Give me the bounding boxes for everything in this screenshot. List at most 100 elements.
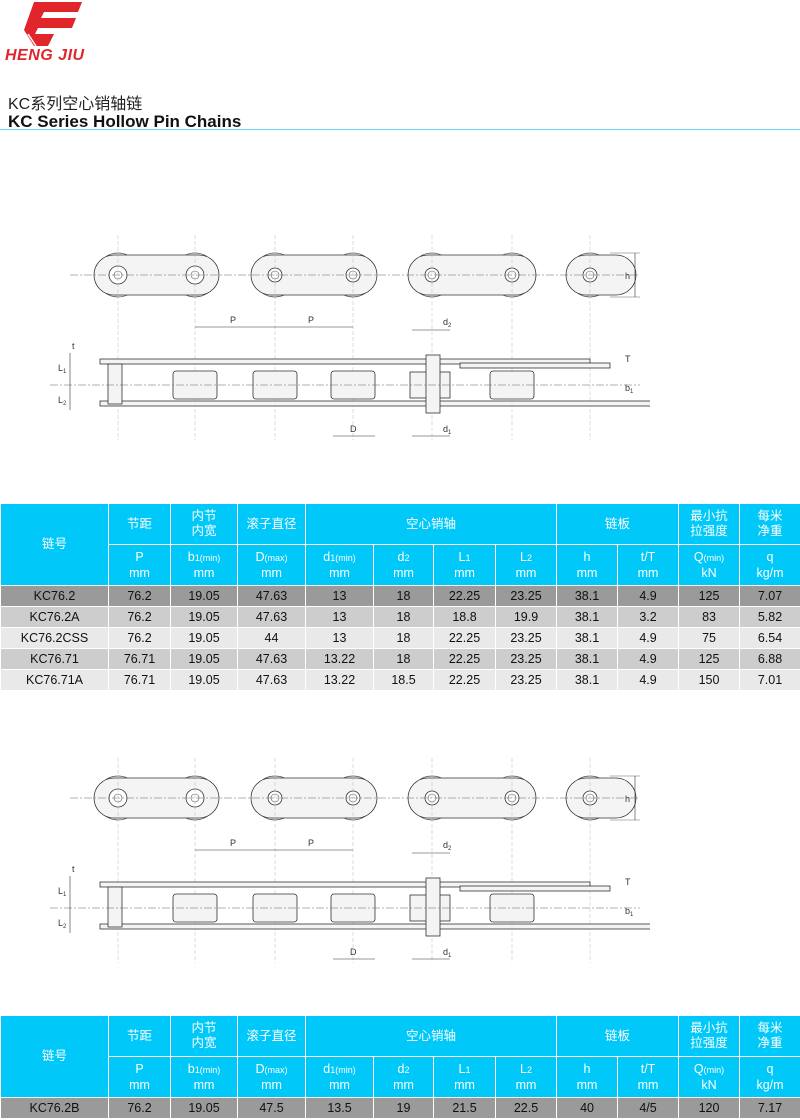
- header-symbol: d: [323, 1061, 331, 1076]
- header-note: (min): [703, 552, 725, 563]
- value-cell: 38.1: [556, 585, 619, 607]
- header-unit: L1 mm: [433, 1056, 496, 1098]
- header-unit-label: kg/m: [756, 565, 784, 580]
- header-symbol: Q: [693, 549, 704, 564]
- value-cell: 125: [678, 648, 741, 670]
- value-cell: 22.25: [433, 627, 496, 649]
- header-group: 链板: [556, 503, 680, 545]
- header-note: (max): [264, 552, 288, 563]
- table-row: KC76.71 76.71 19.05 47.63 13.22 18 22.25 23.25 3…: [0, 648, 800, 670]
- value-cell: 19.05: [170, 606, 238, 628]
- header-unit-label: mm: [129, 565, 150, 580]
- label-t: t: [72, 864, 75, 874]
- header-subscript: 1: [465, 552, 471, 563]
- value-cell: 18: [373, 585, 434, 607]
- header-unit-label: mm: [393, 565, 414, 580]
- header-unit-label: mm: [193, 565, 215, 580]
- value-cell: 83: [678, 606, 741, 628]
- hollow-pin-side: [425, 877, 441, 937]
- chain-model-cell: KC76.71: [0, 648, 109, 670]
- header-note: (min): [335, 1064, 356, 1075]
- value-cell: 4/5: [617, 1097, 680, 1119]
- label-d2: d2: [443, 317, 452, 329]
- outer-plate-top: [99, 358, 591, 365]
- header-unit: d1(min) mm: [305, 544, 374, 586]
- label-p: P: [230, 315, 236, 325]
- header-subscript: 2: [526, 552, 532, 563]
- label-l2: L2: [58, 395, 67, 407]
- header-symbol: h: [583, 549, 591, 564]
- header-group: 每米 净重: [739, 503, 800, 545]
- chain-drawing-2: h P Pt L1 L2 Tb1 Dd2 d1: [50, 758, 650, 963]
- value-cell: 5.82: [739, 606, 800, 628]
- header-subscript: 1: [330, 552, 336, 563]
- value-cell: 47.63: [237, 606, 306, 628]
- header-unit: L2 mm: [494, 1056, 558, 1098]
- value-cell: 13: [305, 627, 374, 649]
- label-d1: d1: [443, 424, 452, 436]
- label-l2: L2: [58, 918, 67, 930]
- header-unit: b1(min) mm: [170, 1056, 238, 1098]
- value-cell: 22.25: [433, 669, 496, 691]
- value-cell: 13.22: [305, 669, 374, 691]
- header-unit-label: kN: [701, 565, 717, 580]
- hollow-pin-side: [425, 354, 441, 414]
- header-unit-label: mm: [454, 1077, 475, 1092]
- value-cell: 13.5: [305, 1097, 374, 1119]
- header-subscript: 2: [404, 1064, 410, 1075]
- value-cell: 13.22: [305, 648, 374, 670]
- brand-name: HENG JIU: [5, 47, 85, 64]
- end-pin: [107, 886, 123, 928]
- value-cell: 19.05: [170, 627, 238, 649]
- value-cell: 22.25: [433, 648, 496, 670]
- outer-plate-bottom: [99, 400, 650, 407]
- header-symbol: D: [255, 549, 265, 564]
- value-cell: 18: [373, 606, 434, 628]
- value-cell: 38.1: [556, 669, 619, 691]
- header-unit-label: mm: [637, 565, 659, 580]
- header-symbol: b: [187, 549, 195, 564]
- header-symbol: t/T: [640, 1061, 656, 1076]
- value-cell: 38.1: [556, 648, 619, 670]
- header-unit-label: mm: [576, 565, 598, 580]
- label-d1: d1: [443, 947, 452, 959]
- header-unit: b1(min) mm: [170, 544, 238, 586]
- label-d: D: [350, 947, 357, 957]
- value-cell: 3.2: [617, 606, 680, 628]
- header-symbol: L: [458, 549, 466, 564]
- plate-top-right: [459, 362, 611, 369]
- value-cell: 6.88: [739, 648, 800, 670]
- header-unit: h mm: [556, 544, 619, 586]
- header-symbol: D: [255, 1061, 265, 1076]
- header-group: 滚子直径: [237, 1015, 306, 1057]
- label-h: h: [625, 271, 630, 281]
- table-row: KC76.2B 76.2 19.05 47.5 13.5 19 21.5 22.5 40 4/5 1…: [0, 1097, 800, 1119]
- end-pin: [107, 363, 123, 405]
- header-chain-no: 链号: [0, 503, 109, 586]
- header-unit: q kg/m: [739, 1056, 800, 1098]
- header-symbol: q: [766, 549, 774, 564]
- header-group: 节距: [108, 1015, 171, 1057]
- label-p: P: [308, 315, 314, 325]
- header-subscript: 2: [526, 1064, 532, 1075]
- header-symbol: L: [458, 1061, 466, 1076]
- table-row: KC76.71A 76.71 19.05 47.63 13.22 18.5 22.25 23.…: [0, 669, 800, 691]
- value-cell: 76.2: [108, 1097, 171, 1119]
- header-group: 每米 净重: [739, 1015, 800, 1057]
- header-subscript: 1: [194, 1064, 200, 1075]
- outer-plate-bottom: [99, 923, 650, 930]
- value-cell: 22.5: [494, 1097, 558, 1119]
- value-cell: 76.2: [108, 606, 171, 628]
- label-h: h: [625, 794, 630, 804]
- value-cell: 7.01: [739, 669, 800, 691]
- header-unit: Q(min) kN: [678, 544, 741, 586]
- value-cell: 19.9: [494, 606, 558, 628]
- header-unit-label: kg/m: [756, 1077, 784, 1092]
- value-cell: 7.17: [739, 1097, 800, 1119]
- value-cell: 18.5: [373, 669, 434, 691]
- value-cell: 23.25: [494, 669, 558, 691]
- title-divider: [0, 129, 800, 130]
- value-cell: 150: [678, 669, 741, 691]
- header-chain-no: 链号: [0, 1015, 109, 1098]
